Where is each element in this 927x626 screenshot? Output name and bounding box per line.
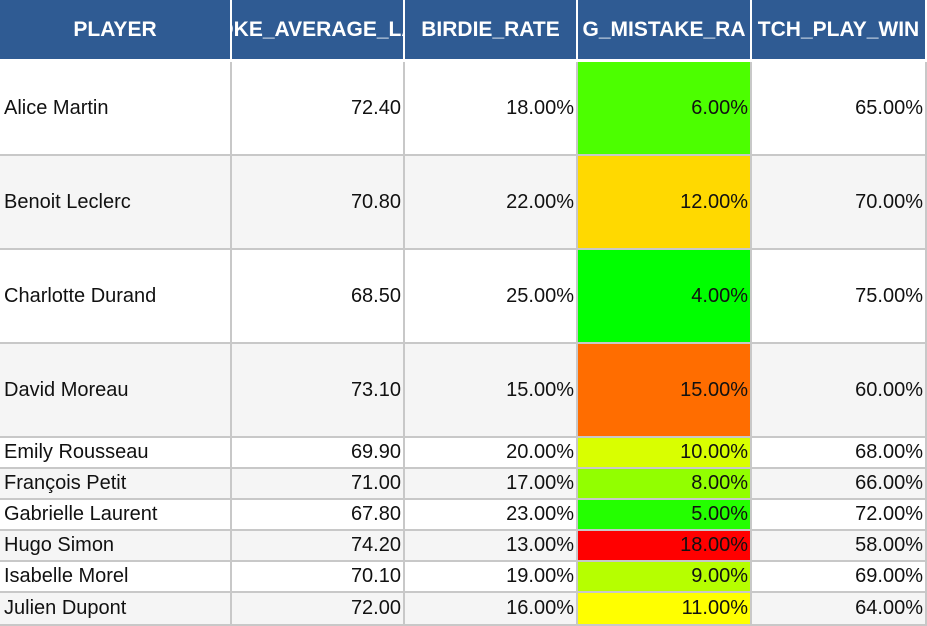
match-play-win-cell[interactable]: 65.00% bbox=[752, 62, 927, 156]
column-header-label: BIRDIE_RATE bbox=[421, 17, 560, 41]
match-play-win-cell[interactable]: 58.00% bbox=[752, 531, 927, 562]
column-header-label: PLAYER bbox=[73, 17, 157, 41]
mistake-rate-cell[interactable]: 12.00% bbox=[578, 156, 752, 250]
mistake-rate-cell[interactable]: 18.00% bbox=[578, 531, 752, 562]
player-cell[interactable]: Hugo Simon bbox=[0, 531, 232, 562]
birdie-rate-cell[interactable]: 23.00% bbox=[405, 500, 578, 531]
column-header-label: DKE_AVERAGE_LA bbox=[232, 17, 403, 41]
player-cell[interactable]: Alice Martin bbox=[0, 62, 232, 156]
match-play-win-cell[interactable]: 75.00% bbox=[752, 250, 927, 344]
match-play-win-cell[interactable]: 72.00% bbox=[752, 500, 927, 531]
match-play-win-cell[interactable]: 66.00% bbox=[752, 469, 927, 500]
mistake-rate-cell[interactable]: 4.00% bbox=[578, 250, 752, 344]
header-stroke-average[interactable]: DKE_AVERAGE_LA bbox=[232, 0, 405, 62]
player-cell[interactable]: Julien Dupont bbox=[0, 593, 232, 626]
birdie-rate-cell[interactable]: 22.00% bbox=[405, 156, 578, 250]
birdie-rate-cell[interactable]: 16.00% bbox=[405, 593, 578, 626]
stroke-average-cell[interactable]: 68.50 bbox=[232, 250, 405, 344]
player-cell[interactable]: Charlotte Durand bbox=[0, 250, 232, 344]
column-header-label: TCH_PLAY_WIN bbox=[757, 17, 920, 41]
header-match-play-win[interactable]: TCH_PLAY_WIN bbox=[752, 0, 927, 62]
stroke-average-cell[interactable]: 67.80 bbox=[232, 500, 405, 531]
stroke-average-cell[interactable]: 74.20 bbox=[232, 531, 405, 562]
stroke-average-cell[interactable]: 72.00 bbox=[232, 593, 405, 626]
mistake-rate-cell[interactable]: 5.00% bbox=[578, 500, 752, 531]
stroke-average-cell[interactable]: 69.90 bbox=[232, 438, 405, 469]
match-play-win-cell[interactable]: 68.00% bbox=[752, 438, 927, 469]
header-mistake-rate[interactable]: G_MISTAKE_RA bbox=[578, 0, 752, 62]
match-play-win-cell[interactable]: 60.00% bbox=[752, 344, 927, 438]
player-cell[interactable]: Gabrielle Laurent bbox=[0, 500, 232, 531]
birdie-rate-cell[interactable]: 18.00% bbox=[405, 62, 578, 156]
mistake-rate-cell[interactable]: 10.00% bbox=[578, 438, 752, 469]
player-cell[interactable]: David Moreau bbox=[0, 344, 232, 438]
match-play-win-cell[interactable]: 69.00% bbox=[752, 562, 927, 593]
birdie-rate-cell[interactable]: 20.00% bbox=[405, 438, 578, 469]
stroke-average-cell[interactable]: 71.00 bbox=[232, 469, 405, 500]
player-cell[interactable]: Emily Rousseau bbox=[0, 438, 232, 469]
stroke-average-cell[interactable]: 73.10 bbox=[232, 344, 405, 438]
birdie-rate-cell[interactable]: 17.00% bbox=[405, 469, 578, 500]
header-player[interactable]: PLAYER bbox=[0, 0, 232, 62]
mistake-rate-cell[interactable]: 9.00% bbox=[578, 562, 752, 593]
birdie-rate-cell[interactable]: 15.00% bbox=[405, 344, 578, 438]
mistake-rate-cell[interactable]: 6.00% bbox=[578, 62, 752, 156]
stroke-average-cell[interactable]: 70.10 bbox=[232, 562, 405, 593]
stroke-average-cell[interactable]: 70.80 bbox=[232, 156, 405, 250]
column-header-label: G_MISTAKE_RA bbox=[582, 17, 746, 41]
match-play-win-cell[interactable]: 64.00% bbox=[752, 593, 927, 626]
mistake-rate-cell[interactable]: 8.00% bbox=[578, 469, 752, 500]
birdie-rate-cell[interactable]: 25.00% bbox=[405, 250, 578, 344]
player-cell[interactable]: Benoit Leclerc bbox=[0, 156, 232, 250]
header-birdie-rate[interactable]: BIRDIE_RATE bbox=[405, 0, 578, 62]
match-play-win-cell[interactable]: 70.00% bbox=[752, 156, 927, 250]
stroke-average-cell[interactable]: 72.40 bbox=[232, 62, 405, 156]
mistake-rate-cell[interactable]: 11.00% bbox=[578, 593, 752, 626]
player-cell[interactable]: François Petit bbox=[0, 469, 232, 500]
player-cell[interactable]: Isabelle Morel bbox=[0, 562, 232, 593]
birdie-rate-cell[interactable]: 13.00% bbox=[405, 531, 578, 562]
mistake-rate-cell[interactable]: 15.00% bbox=[578, 344, 752, 438]
birdie-rate-cell[interactable]: 19.00% bbox=[405, 562, 578, 593]
